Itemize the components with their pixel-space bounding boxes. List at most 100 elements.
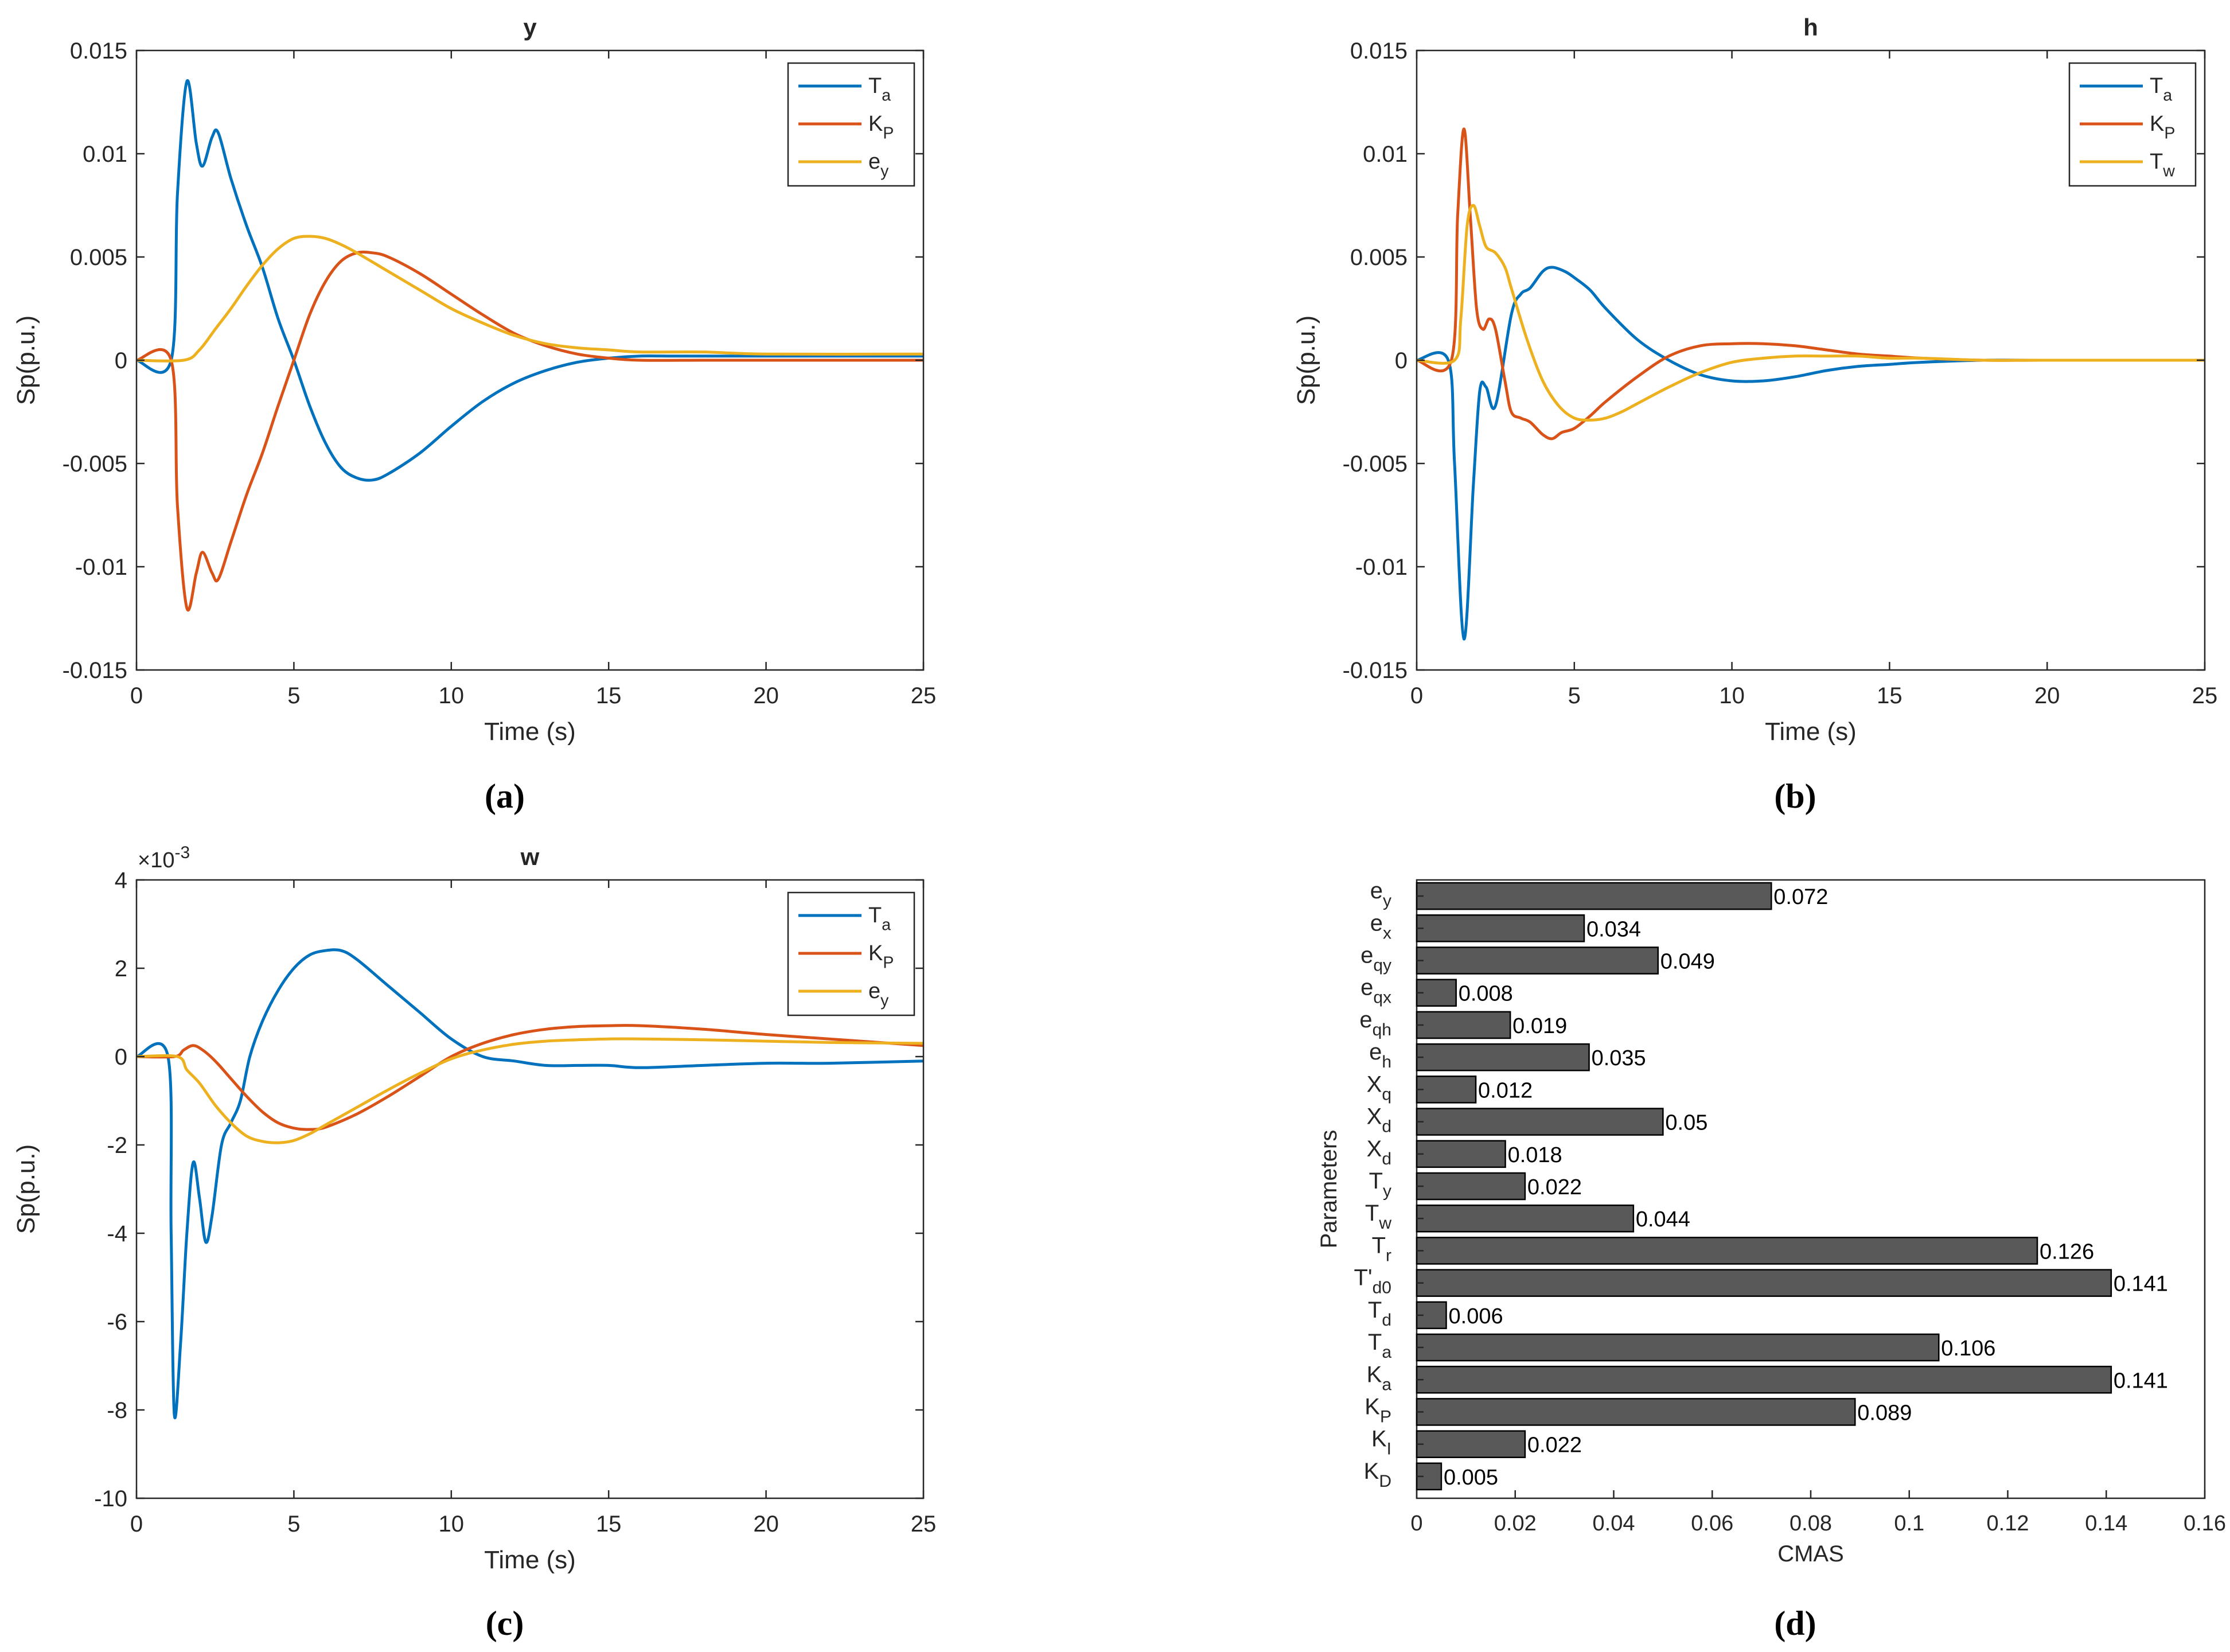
legend-label-KP-subscript: P — [883, 124, 894, 142]
bar-value-label: 0.006 — [1449, 1304, 1503, 1328]
y-tick-label: -10 — [94, 1486, 127, 1511]
y-tick-label: 0.01 — [83, 142, 127, 167]
bar-value-label: 0.018 — [1508, 1143, 1562, 1167]
bar-eqh — [1416, 1011, 1511, 1039]
legend-label-KP-subscript: P — [883, 953, 894, 972]
x-tick-label: 0 — [130, 683, 143, 708]
category-label-ex: ex — [1370, 910, 1391, 942]
bar-value-label: 0.141 — [2114, 1272, 2168, 1296]
legend-label-Tw-subscript: w — [2162, 162, 2175, 180]
x-tick-label: 0.04 — [1593, 1511, 1635, 1536]
bar-KI — [1416, 1430, 1526, 1458]
series-line-KP — [136, 1024, 924, 1131]
x-tick-label: 10 — [439, 683, 465, 708]
x-tick-label: 15 — [596, 1511, 622, 1537]
category-label-KP-subscript: P — [1380, 1407, 1391, 1426]
category-label-eqx-subscript: qx — [1373, 988, 1391, 1007]
series-line-Ta — [136, 948, 924, 1420]
category-label-eqy-subscript: qy — [1373, 956, 1391, 975]
category-label-ex-subscript: x — [1383, 924, 1391, 942]
bar-value-label: 0.012 — [1478, 1078, 1533, 1102]
category-label-T'd0-subscript: d0 — [1373, 1279, 1391, 1298]
x-tick-label: 15 — [1877, 683, 1902, 708]
bar-KP — [1416, 1398, 1856, 1426]
x-axis-label: CMAS — [1777, 1541, 1844, 1567]
bar-value-label: 0.044 — [1636, 1207, 1690, 1232]
y-tick-label: 0 — [115, 1045, 127, 1070]
y-tick-label: 0.01 — [1363, 142, 1408, 167]
category-label-eqx: eqx — [1360, 975, 1391, 1007]
chart-d: 0.072 ey 0.034 ex 0.049 eqy 0.008 eqx 0.019 eqh 0.… — [1316, 878, 2226, 1567]
series-line-ey — [136, 1037, 924, 1144]
bar-eh — [1416, 1043, 1590, 1072]
chart-title: w — [520, 843, 540, 870]
chart-title: h — [1803, 14, 1818, 41]
legend-label-KP-subscript: P — [2164, 124, 2175, 142]
x-axis-label: Time (s) — [484, 718, 576, 746]
category-label-Xd: Xd — [1367, 1136, 1391, 1168]
series-line-Tw — [1416, 204, 2205, 422]
x-tick-label: 0.08 — [1790, 1511, 1832, 1536]
legend-label-Ta-subscript: a — [2163, 86, 2172, 104]
x-tick-label: 0 — [1410, 1511, 1422, 1536]
bar-value-label: 0.089 — [1857, 1401, 1912, 1425]
bar-value-label: 0.022 — [1527, 1433, 1582, 1458]
y-tick-label: -0.005 — [1343, 451, 1408, 477]
category-label-Xd: Xd — [1367, 1104, 1391, 1136]
bar-value-label: 0.141 — [2114, 1369, 2168, 1393]
y-tick-label: 0.005 — [70, 245, 127, 270]
panel-label-a: (a) — [485, 777, 525, 815]
y-tick-label: -0.015 — [63, 658, 127, 683]
x-tick-label: 5 — [287, 1511, 300, 1537]
bar-Xd — [1416, 1108, 1664, 1136]
panel-label-b: (b) — [1774, 777, 1816, 815]
category-label-Ty: Ty — [1369, 1168, 1391, 1201]
y-tick-label: 0.015 — [70, 38, 127, 64]
bar-Tr — [1416, 1237, 2038, 1265]
legend-label-ey-subscript: y — [880, 162, 889, 180]
bar-T'd0 — [1416, 1269, 2112, 1297]
bar-value-label: 0.005 — [1444, 1466, 1498, 1490]
x-tick-label: 20 — [753, 1511, 779, 1537]
bar-ex — [1416, 914, 1585, 942]
series-line-Ta — [136, 79, 923, 482]
category-label-ey-subscript: y — [1383, 891, 1391, 910]
bar-value-label: 0.019 — [1512, 1014, 1567, 1038]
bar-value-label: 0.022 — [1527, 1175, 1582, 1199]
x-axis-label: Time (s) — [1765, 718, 1857, 746]
axes-box — [135, 879, 925, 1499]
bar-ey — [1416, 882, 1772, 910]
axes-box — [1416, 879, 2206, 1499]
y-tick-label: -0.015 — [1343, 658, 1408, 683]
category-label-Xd-subscript: d — [1382, 1117, 1391, 1136]
category-label-Td: Td — [1368, 1298, 1391, 1330]
y-tick-label: -0.01 — [1355, 555, 1408, 580]
bar-value-label: 0.106 — [1941, 1337, 1995, 1361]
category-label-Ka: Ka — [1367, 1362, 1392, 1394]
y-tick-label: 2 — [115, 956, 127, 981]
series-line-KP — [136, 250, 923, 611]
x-tick-label: 0.1 — [1894, 1511, 1924, 1536]
x-tick-label: 25 — [911, 1511, 937, 1537]
bar-Ka — [1416, 1365, 2112, 1394]
y-tick-label: -4 — [107, 1221, 127, 1246]
chart-c: 0 5 10 15 20 25 -10 -8 -6 -4 -2 0 2 4 ×10-3 w Time (s) Sp… — [12, 843, 936, 1574]
category-label-KD-subscript: D — [1379, 1472, 1391, 1491]
x-tick-label: 10 — [1719, 683, 1745, 708]
y-tick-label: 0.015 — [1350, 38, 1408, 64]
x-tick-label: 25 — [2192, 683, 2218, 708]
bar-Xq — [1416, 1076, 1477, 1104]
y-tick-label: -6 — [107, 1310, 127, 1335]
bar-value-label: 0.049 — [1660, 950, 1715, 974]
category-label-Ta-subscript: a — [1382, 1343, 1391, 1362]
category-label-Td-subscript: d — [1382, 1311, 1391, 1330]
category-label-Xd-subscript: d — [1382, 1150, 1391, 1168]
x-tick-label: 0.02 — [1494, 1511, 1537, 1536]
category-label-Ty-subscript: y — [1383, 1182, 1391, 1201]
y-axis-label: Sp(p.u.) — [1292, 315, 1320, 406]
y-tick-label: 0.005 — [1350, 245, 1408, 270]
chart-a: 0 5 10 15 20 25 -0.015 -0.01 -0.005 0 0.005 0.01 0.0… — [12, 14, 936, 746]
bar-Xd — [1416, 1140, 1506, 1168]
